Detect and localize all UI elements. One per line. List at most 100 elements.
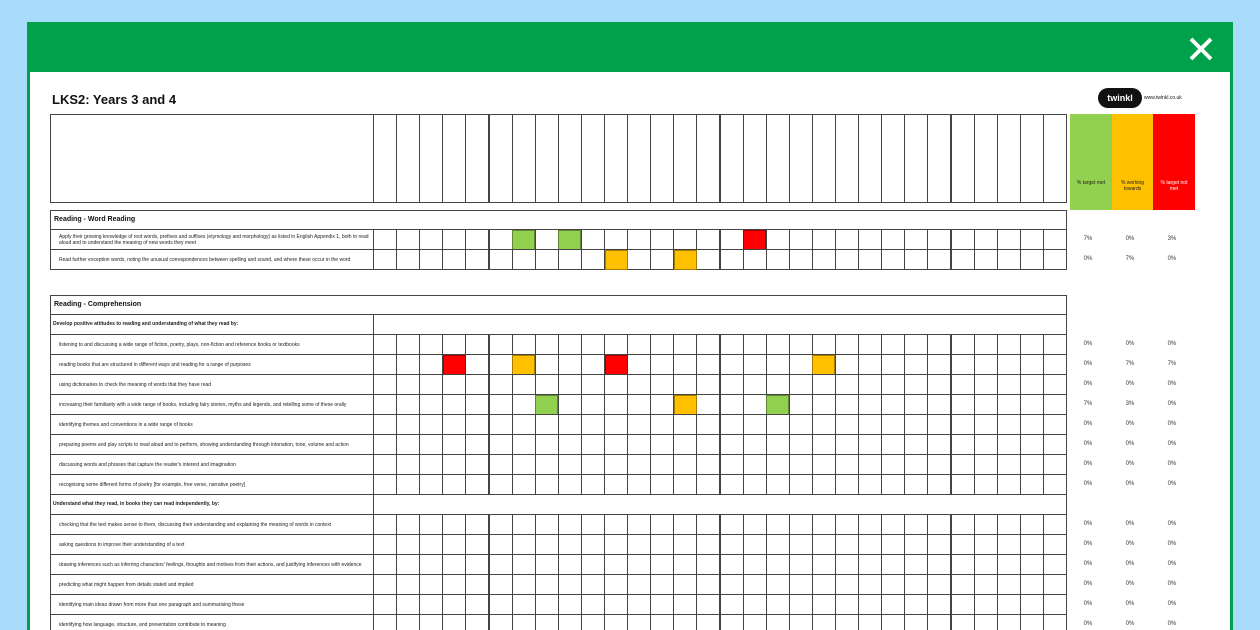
grid-cell [996, 574, 1021, 595]
grid-cell [696, 594, 721, 615]
grid-cell [465, 229, 490, 250]
grid-cell [927, 594, 952, 615]
grid-cell [927, 249, 952, 270]
grid-cell [604, 414, 629, 435]
grid-cell [996, 374, 1021, 395]
grid-cell [604, 374, 629, 395]
grid-cell [465, 334, 490, 355]
grid-cell [650, 594, 675, 615]
grid-cell [765, 354, 790, 375]
grid-cell [881, 534, 906, 555]
grid-cell [858, 434, 883, 455]
header-column [511, 114, 536, 203]
grid-cell [858, 514, 883, 535]
grid-cell [904, 474, 929, 495]
summary-value: 3% [1125, 401, 1135, 407]
grid-cell [396, 614, 421, 630]
grid-cell [1042, 374, 1067, 395]
grid-cell [627, 434, 652, 455]
document-title: LKS2: Years 3 and 4 [52, 92, 177, 107]
grid-cell [858, 249, 883, 270]
grid-cell [465, 534, 490, 555]
header-column [465, 114, 490, 203]
grid-cell [557, 554, 582, 575]
grid-cell [881, 614, 906, 630]
grid-cell [604, 334, 629, 355]
grid-cell [1019, 554, 1044, 575]
summary-value: 7% [1167, 361, 1177, 367]
grid-cell [881, 594, 906, 615]
grid-cell [373, 229, 398, 250]
grid-cell [811, 454, 836, 475]
grid-cell [742, 334, 767, 355]
close-button[interactable] [1186, 34, 1216, 64]
grid-cell [927, 374, 952, 395]
grid-cell [881, 554, 906, 575]
grid-cell [719, 554, 744, 575]
grid-cell [835, 414, 860, 435]
grid-cell [465, 394, 490, 415]
grid-cell [488, 354, 513, 375]
grid-cell [534, 454, 559, 475]
grid-cell [627, 574, 652, 595]
grid-cell [557, 454, 582, 475]
grid-cell [858, 229, 883, 250]
grid-cell [927, 454, 952, 475]
grid-cell [927, 474, 952, 495]
grid-cell [719, 394, 744, 415]
grid-cell [419, 534, 444, 555]
grid-cell [811, 514, 836, 535]
rating-mark [558, 229, 582, 250]
grid-cell [1042, 474, 1067, 495]
grid-cell [419, 554, 444, 575]
grid-cell [396, 394, 421, 415]
header-column [580, 114, 605, 203]
grid-cell [1042, 534, 1067, 555]
grid-cell [1019, 594, 1044, 615]
grid-cell [950, 374, 975, 395]
grid-cell [534, 574, 559, 595]
grid-cell [442, 474, 467, 495]
grid-cell [904, 229, 929, 250]
grid-cell [419, 354, 444, 375]
grid-cell [881, 574, 906, 595]
criterion-text: recognising some different forms of poet… [50, 474, 374, 495]
grid-cell [557, 414, 582, 435]
summary-value: 0% [1083, 421, 1093, 427]
summary-value: 0% [1083, 601, 1093, 607]
rating-mark [604, 354, 628, 375]
grid-cell [396, 594, 421, 615]
grid-cell [742, 474, 767, 495]
header-column [858, 114, 883, 203]
grid-cell [973, 574, 998, 595]
grid-cell [950, 354, 975, 375]
summary-value: 0% [1167, 521, 1177, 527]
criterion-text: drawing inferences such as inferring cha… [50, 554, 374, 575]
grid-cell [927, 534, 952, 555]
grid-cell [927, 414, 952, 435]
grid-cell [973, 474, 998, 495]
summary-value: 0% [1125, 461, 1135, 467]
grid-cell [696, 229, 721, 250]
grid-cell [396, 534, 421, 555]
header-column [742, 114, 767, 203]
grid-cell [765, 414, 790, 435]
grid-cell [557, 594, 582, 615]
grid-cell [811, 574, 836, 595]
grid-cell [927, 434, 952, 455]
grid-cell [1019, 394, 1044, 415]
grid-cell [1042, 334, 1067, 355]
grid-cell [904, 594, 929, 615]
grid-cell [419, 614, 444, 630]
grid-cell [811, 374, 836, 395]
grid-cell [950, 594, 975, 615]
grid-cell [881, 354, 906, 375]
grid-cell [580, 534, 605, 555]
grid-cell [950, 574, 975, 595]
summary-value: 3% [1167, 236, 1177, 242]
grid-cell [396, 414, 421, 435]
grid-cell [742, 534, 767, 555]
grid-cell [650, 334, 675, 355]
grid-cell [950, 614, 975, 630]
grid-cell [719, 249, 744, 270]
